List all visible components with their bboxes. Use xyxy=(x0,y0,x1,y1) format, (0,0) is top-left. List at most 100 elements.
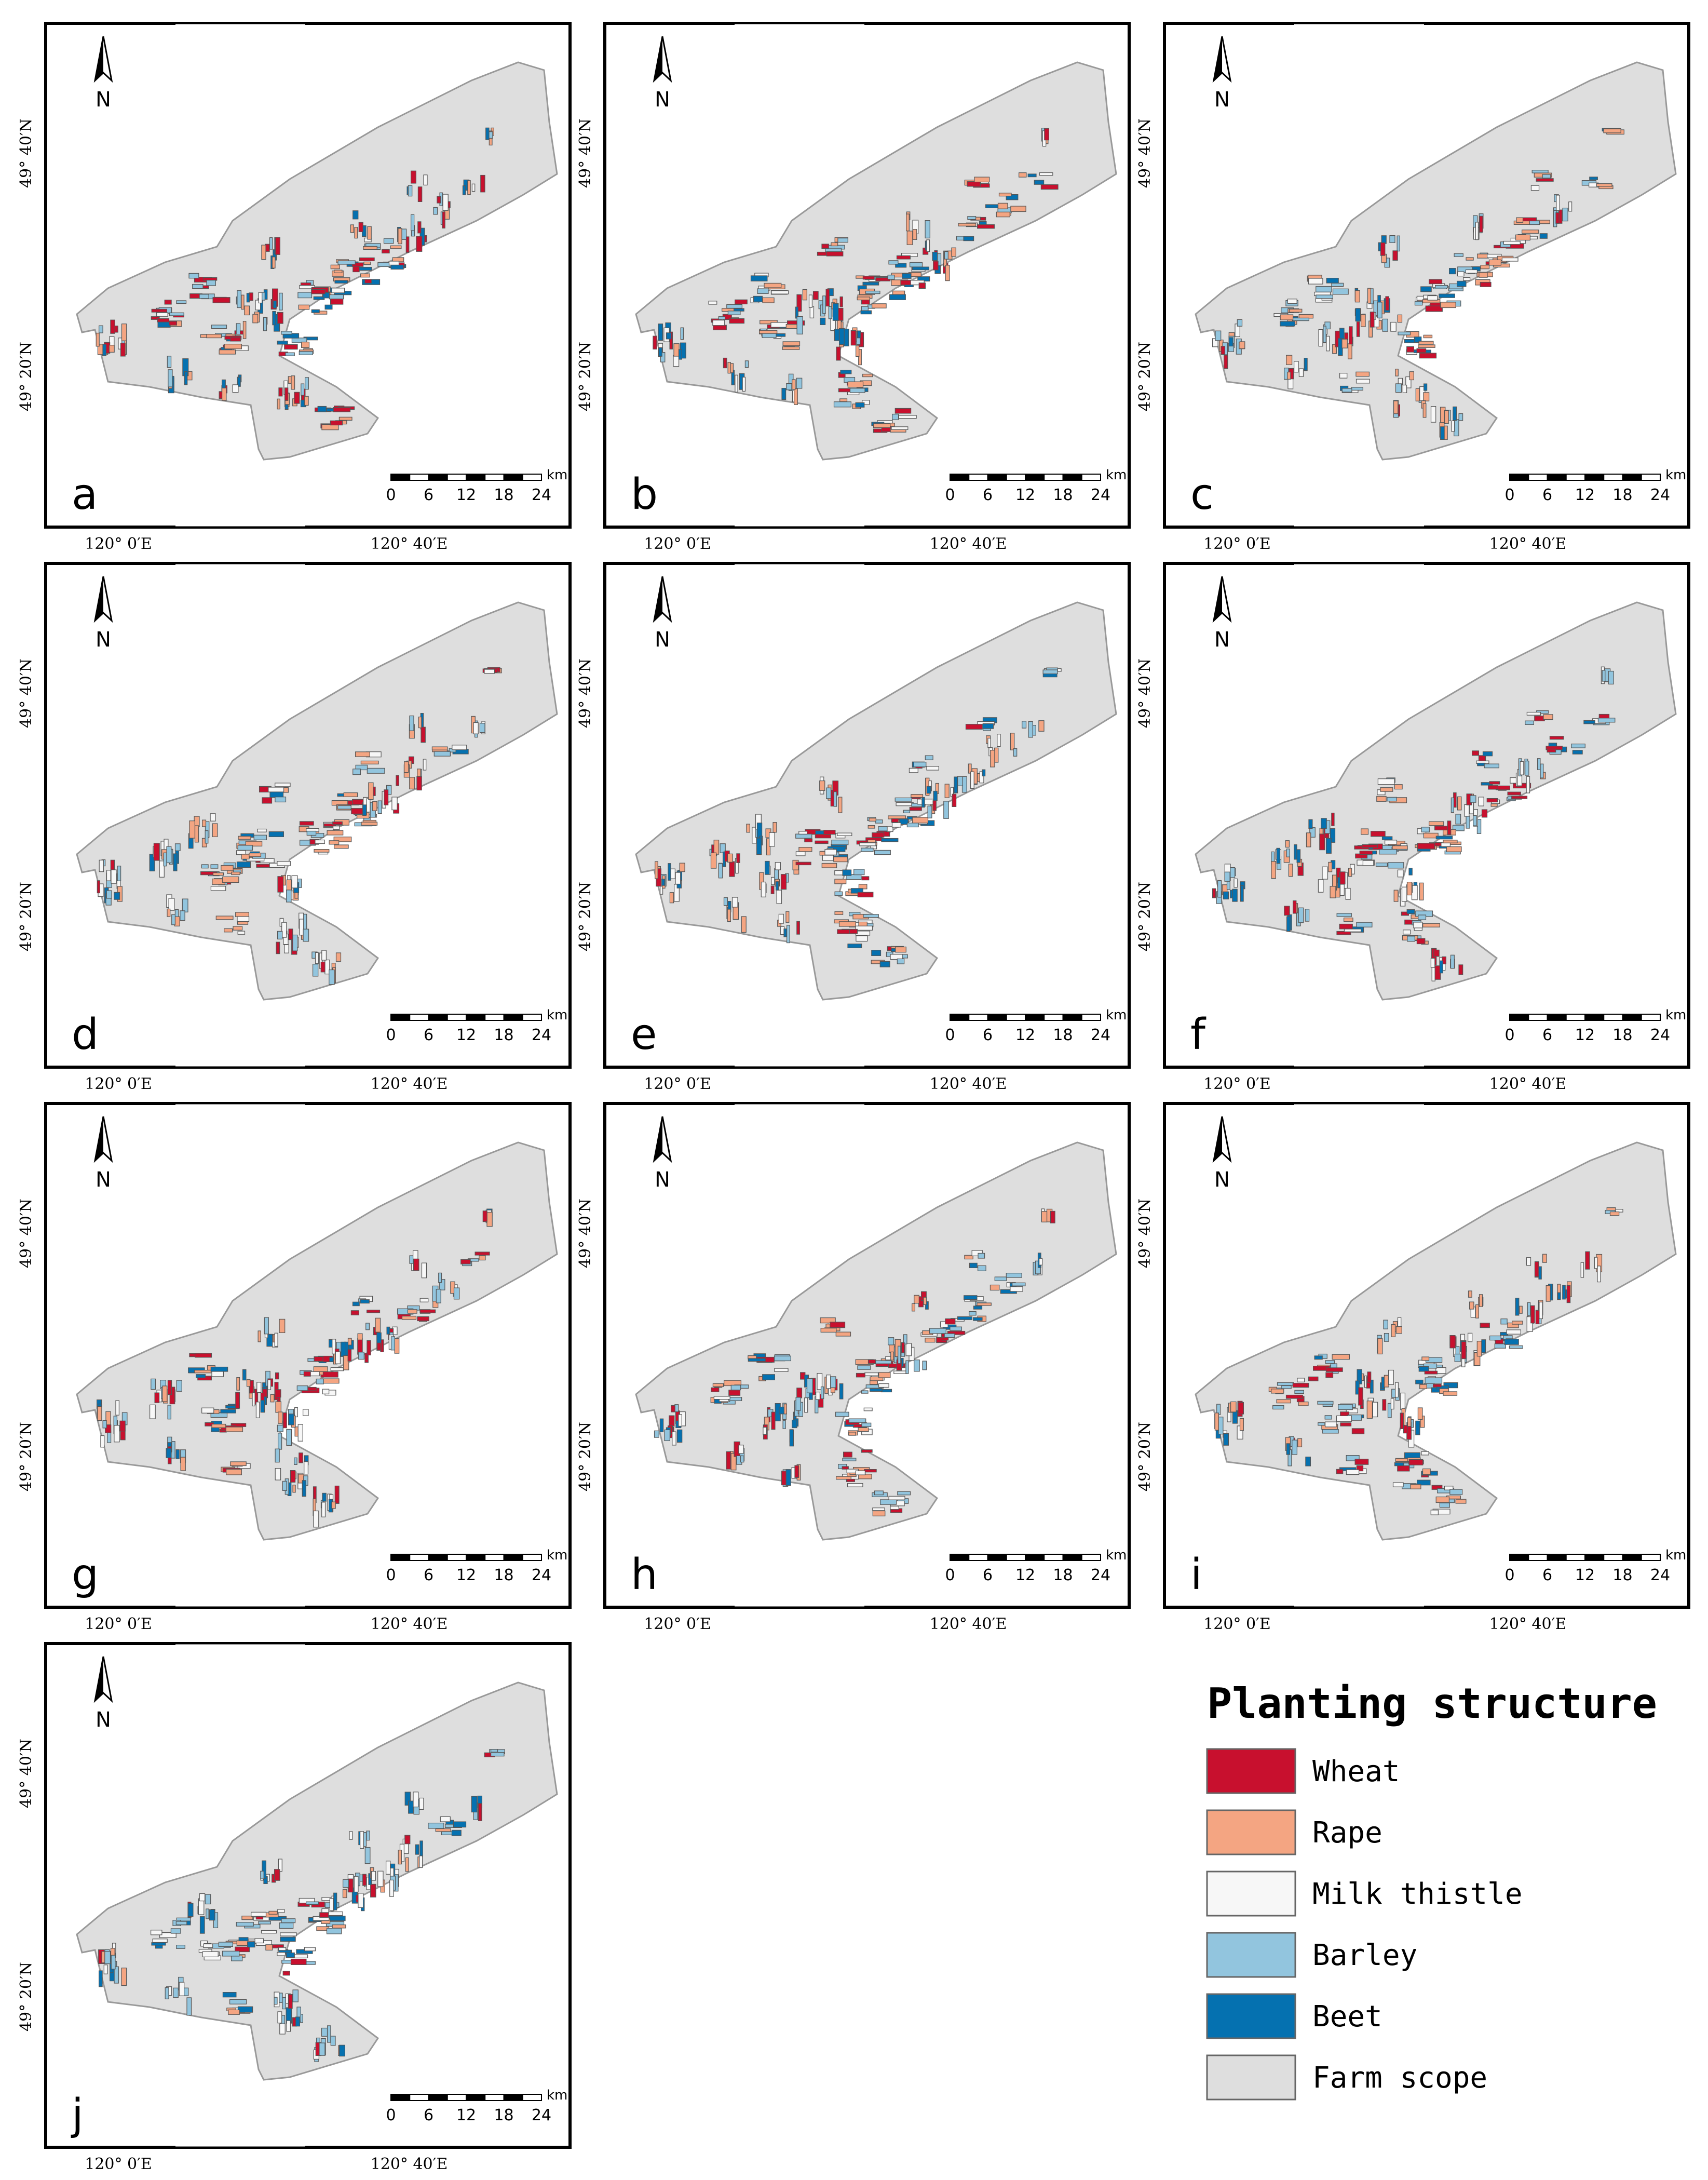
field-parcel xyxy=(490,1752,505,1757)
field-parcel xyxy=(839,398,848,402)
field-parcel xyxy=(902,273,912,279)
field-parcel xyxy=(1338,1404,1353,1410)
field-parcel xyxy=(796,294,802,312)
field-parcel xyxy=(676,1429,683,1443)
field-parcel xyxy=(1339,884,1345,896)
field-parcel xyxy=(482,1210,487,1222)
field-parcel xyxy=(1348,868,1352,877)
field-parcel xyxy=(838,797,843,813)
field-parcel xyxy=(1405,376,1412,388)
field-parcel xyxy=(795,851,806,856)
field-parcel xyxy=(241,854,250,859)
north-arrow-icon: N xyxy=(653,36,672,112)
field-parcel xyxy=(151,1378,156,1390)
field-parcel xyxy=(879,961,890,967)
field-parcel xyxy=(385,1861,391,1875)
field-parcel xyxy=(98,325,103,333)
panel-label: c xyxy=(1190,470,1214,519)
field-parcel xyxy=(368,782,374,800)
field-parcel xyxy=(333,837,352,842)
field-parcel xyxy=(1417,1407,1423,1420)
field-parcel xyxy=(350,224,354,233)
field-parcel xyxy=(947,1330,966,1335)
field-parcel xyxy=(982,723,994,729)
field-parcel xyxy=(152,1939,168,1943)
field-parcel xyxy=(478,1803,482,1821)
field-parcel xyxy=(1427,295,1438,301)
field-parcel xyxy=(305,377,309,390)
field-parcel xyxy=(237,376,241,387)
field-parcel xyxy=(969,1311,977,1316)
north-label: N xyxy=(655,88,670,112)
field-parcel xyxy=(1568,201,1573,212)
field-parcel xyxy=(322,1378,340,1384)
scale-tick-label: 24 xyxy=(1091,1026,1110,1044)
field-parcel xyxy=(926,239,930,252)
field-parcel xyxy=(844,328,849,346)
field-parcel xyxy=(1395,1382,1399,1398)
field-parcel xyxy=(171,914,175,925)
field-parcel xyxy=(163,852,167,867)
field-parcel xyxy=(1479,272,1488,278)
field-parcel xyxy=(713,325,727,330)
legend-item-barley: Barley xyxy=(1206,1932,1417,1978)
field-parcel xyxy=(413,1258,419,1271)
field-parcel xyxy=(236,1377,240,1391)
field-parcel xyxy=(1372,1402,1378,1418)
scale-tick-label: 12 xyxy=(1575,486,1595,504)
field-parcel xyxy=(1467,1333,1473,1342)
field-parcel xyxy=(834,870,844,876)
latitude-label: 49° 40′N xyxy=(17,118,35,188)
field-parcel xyxy=(911,794,924,798)
field-parcel xyxy=(453,1821,467,1828)
field-parcel xyxy=(897,958,905,964)
field-parcel xyxy=(825,289,830,307)
legend-label-farm: Farm scope xyxy=(1312,2061,1487,2095)
field-parcel xyxy=(254,1938,264,1944)
field-parcel xyxy=(982,769,986,777)
field-parcel xyxy=(260,1871,264,1879)
field-parcel xyxy=(1233,878,1238,888)
field-parcel xyxy=(180,1457,186,1471)
field-parcel xyxy=(830,1322,846,1328)
field-parcel xyxy=(673,343,680,357)
field-parcel xyxy=(708,301,717,305)
field-parcel xyxy=(1602,670,1606,682)
field-parcel xyxy=(1354,1459,1369,1465)
field-parcel xyxy=(409,715,414,731)
field-parcel xyxy=(857,1365,871,1370)
field-parcel xyxy=(736,853,740,864)
field-parcel xyxy=(843,1451,852,1458)
field-parcel xyxy=(1425,305,1443,312)
field-parcel xyxy=(284,387,289,401)
scale-tick-label: 12 xyxy=(1015,486,1035,504)
scale-bar: km 0 6 12 18 24 xyxy=(386,1547,567,1584)
field-parcel xyxy=(905,1360,909,1374)
field-parcel xyxy=(282,1481,287,1491)
field-parcel xyxy=(945,265,950,281)
field-parcel xyxy=(1500,1318,1508,1325)
field-parcel xyxy=(861,1449,873,1453)
field-parcel xyxy=(772,822,777,833)
field-parcel xyxy=(994,747,999,763)
field-parcel xyxy=(390,1336,396,1351)
field-parcel xyxy=(431,746,448,750)
field-parcel xyxy=(261,245,266,260)
field-parcel xyxy=(887,275,895,280)
field-parcel xyxy=(1473,815,1477,826)
field-parcel xyxy=(795,833,812,839)
field-parcel xyxy=(796,921,800,935)
field-parcel xyxy=(963,236,974,241)
field-parcel xyxy=(1557,1292,1561,1300)
field-parcel xyxy=(1358,1387,1363,1406)
field-parcel xyxy=(302,1480,306,1497)
north-arrow-icon: N xyxy=(1212,576,1232,652)
field-parcel xyxy=(1447,820,1452,835)
field-parcel xyxy=(867,1359,876,1364)
field-parcel xyxy=(167,1405,171,1420)
field-parcel xyxy=(826,787,832,799)
scale-tick-label: 24 xyxy=(1091,1566,1110,1584)
field-parcel xyxy=(824,849,837,855)
scale-tick-label: 6 xyxy=(424,486,433,504)
field-parcel xyxy=(1536,178,1554,182)
